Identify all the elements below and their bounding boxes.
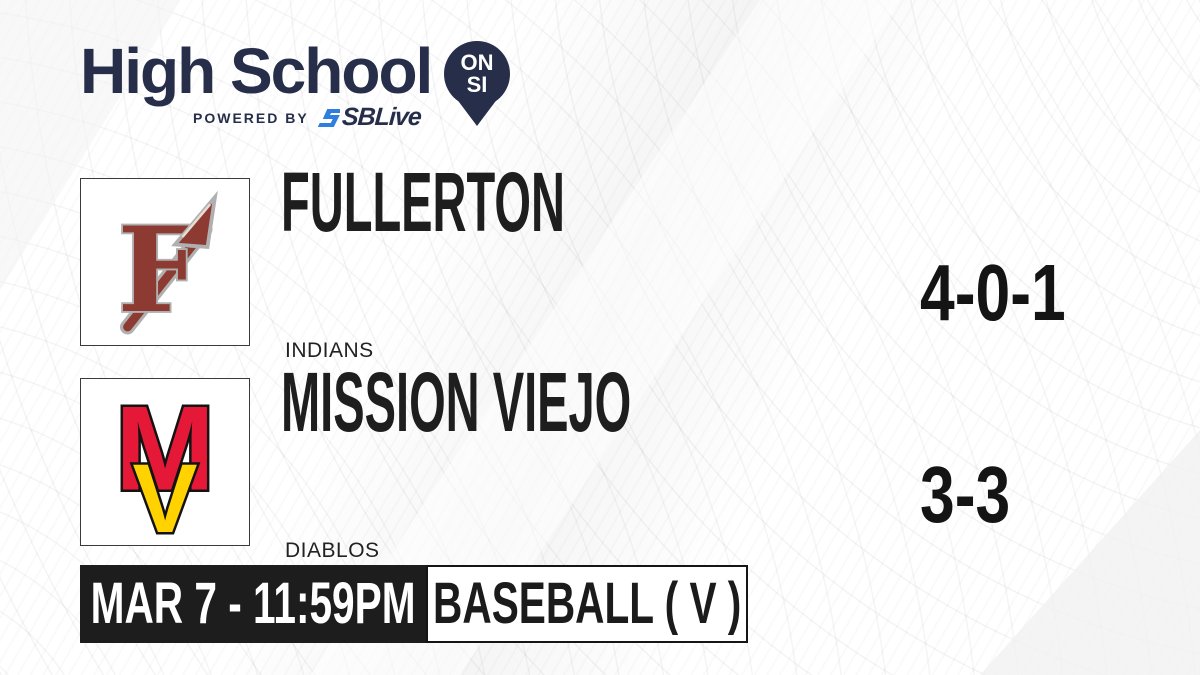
game-datetime: MAR 7 - 11:59PM [90,571,416,636]
fullerton-logo-letter: F [118,201,201,337]
powered-by-row: POWERED BY SBLive [193,103,422,132]
fullerton-logo-icon: F [116,190,218,337]
sblive-wordmark: SBLive [340,103,422,131]
mission-viejo-logo-icon: M V [113,387,218,537]
powered-by-label: POWERED BY [193,109,309,126]
mv-logo-letter-v: V [132,444,197,537]
sblive-icon [317,108,340,127]
record-mission-viejo: 3-3 [920,450,1011,539]
mascot-fullerton: INDIANS [285,339,374,362]
record-fullerton: 4-0-1 [920,248,1066,337]
pin-text-on: ON [461,50,494,75]
brand-wordmark: High School [80,35,433,107]
on-si-pin-icon: ON SI [444,41,511,126]
fullerton-logo-box: F [80,178,250,346]
mascot-mission-viejo: DIABLOS [285,539,380,562]
sport-label: BASEBALL ( V ) [432,571,742,636]
pin-text-si: SI [467,72,488,97]
team-name-mission-viejo: MISSION VIEJO [281,355,632,449]
mission-viejo-logo-box: M V [80,378,250,546]
mv-logo-letter-m: M [115,387,215,516]
team-name-fullerton: FULLERTON [281,155,565,249]
sblive-logo: SBLive [317,103,422,132]
game-datetime-box: MAR 7 - 11:59PM [80,565,426,643]
header: High School ON SI [80,35,513,128]
sport-box: BASEBALL ( V ) [426,565,748,643]
